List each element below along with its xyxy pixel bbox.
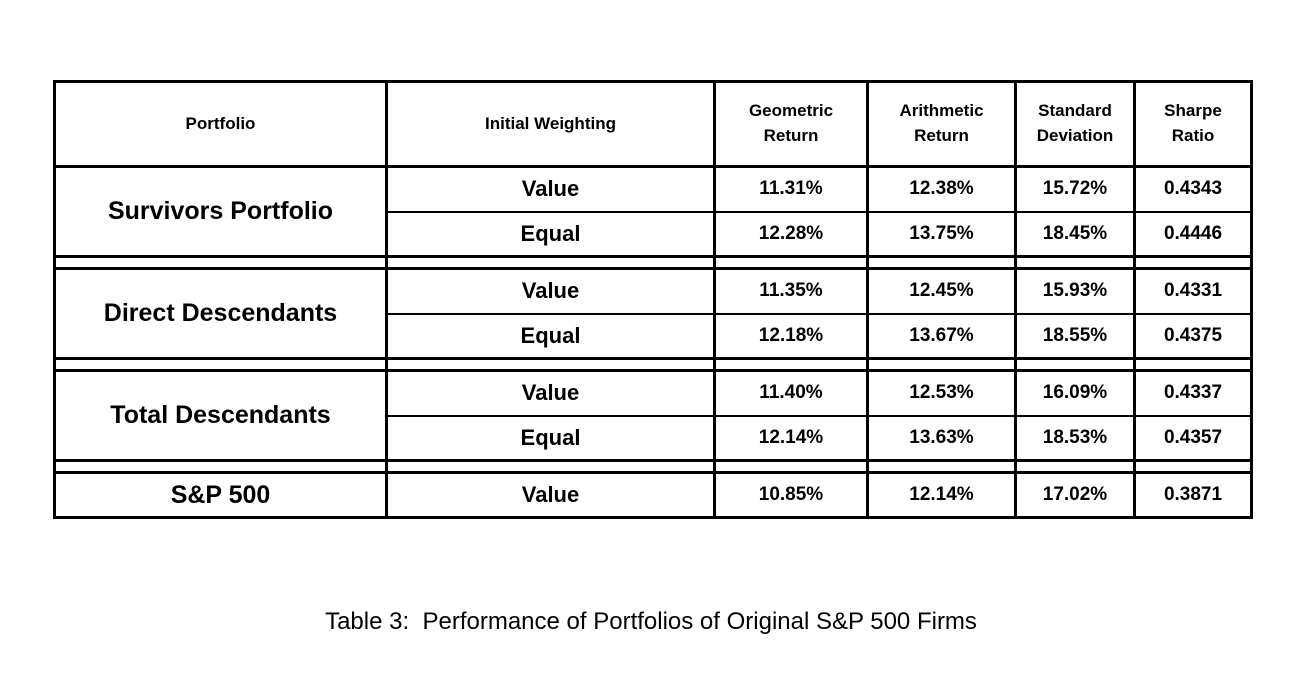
table-row: Survivors Portfolio Value 11.31% 12.38% … [53,165,1253,258]
col-header-portfolio: Portfolio [53,80,388,168]
cell-initial-weighting: Value [385,165,716,213]
cell-standard-deviation: 15.72% [1014,165,1136,213]
table-row: Equal 12.18% 13.67% 18.55% 0.4375 [55,312,1253,360]
cell-geometric-return: 10.85% [713,471,869,519]
col-header-geometric-return: Geometric Return [713,80,869,168]
cell-sharpe-ratio: 0.4375 [1133,312,1253,360]
portfolio-name: Direct Descendants [53,267,388,360]
cell-initial-weighting: Value [385,267,716,315]
table-row: S&P 500 Value 10.85% 12.14% 17.02% 0.387… [53,471,1253,519]
cell-arithmetic-return: 13.67% [866,312,1017,360]
cell-sharpe-ratio: 0.4357 [1133,414,1253,462]
cell-arithmetic-return: 13.63% [866,414,1017,462]
portfolio-name: S&P 500 [53,471,388,519]
cell-standard-deviation: 15.93% [1014,267,1136,315]
group-separator-row [53,255,1253,270]
col-header-sharpe-ratio: Sharpe Ratio [1133,80,1253,168]
cell-standard-deviation: 17.02% [1014,471,1136,519]
header-row: Portfolio Initial Weighting Geometric Re… [53,80,1253,168]
table-caption: Table 3: Performance of Portfolios of Or… [325,608,977,635]
cell-sharpe-ratio: 0.4331 [1133,267,1253,315]
cell-sharpe-ratio: 0.4446 [1133,210,1253,258]
cell-arithmetic-return: 12.45% [866,267,1017,315]
cell-standard-deviation: 16.09% [1014,369,1136,417]
cell-initial-weighting: Equal [385,312,716,360]
cell-geometric-return: 11.31% [713,165,869,213]
cell-sharpe-ratio: 0.4343 [1133,165,1253,213]
cell-initial-weighting: Equal [385,414,716,462]
cell-standard-deviation: 18.55% [1014,312,1136,360]
cell-geometric-return: 11.35% [713,267,869,315]
col-header-standard-deviation: Standard Deviation [1014,80,1136,168]
group-separator-row [53,459,1253,474]
cell-arithmetic-return: 12.53% [866,369,1017,417]
col-header-initial-weighting: Initial Weighting [385,80,716,168]
cell-sharpe-ratio: 0.3871 [1133,471,1253,519]
cell-geometric-return: 12.14% [713,414,869,462]
cell-initial-weighting: Value [385,369,716,417]
portfolio-name: Survivors Portfolio [53,165,388,258]
performance-table: Portfolio Initial Weighting Geometric Re… [53,80,1253,519]
cell-geometric-return: 12.18% [713,312,869,360]
cell-arithmetic-return: 12.38% [866,165,1017,213]
table-row: Equal 12.14% 13.63% 18.53% 0.4357 [55,414,1253,462]
col-header-arithmetic-return: Arithmetic Return [866,80,1017,168]
cell-geometric-return: 11.40% [713,369,869,417]
table-row: Equal 12.28% 13.75% 18.45% 0.4446 [55,210,1253,258]
cell-arithmetic-return: 13.75% [866,210,1017,258]
cell-standard-deviation: 18.45% [1014,210,1136,258]
group-separator-row [53,357,1253,372]
cell-initial-weighting: Value [385,471,716,519]
portfolio-name: Total Descendants [53,369,388,462]
cell-arithmetic-return: 12.14% [866,471,1017,519]
table-row: Direct Descendants Value 11.35% 12.45% 1… [53,267,1253,360]
cell-initial-weighting: Equal [385,210,716,258]
cell-standard-deviation: 18.53% [1014,414,1136,462]
cell-geometric-return: 12.28% [713,210,869,258]
table-row: Total Descendants Value 11.40% 12.53% 16… [53,369,1253,462]
cell-sharpe-ratio: 0.4337 [1133,369,1253,417]
